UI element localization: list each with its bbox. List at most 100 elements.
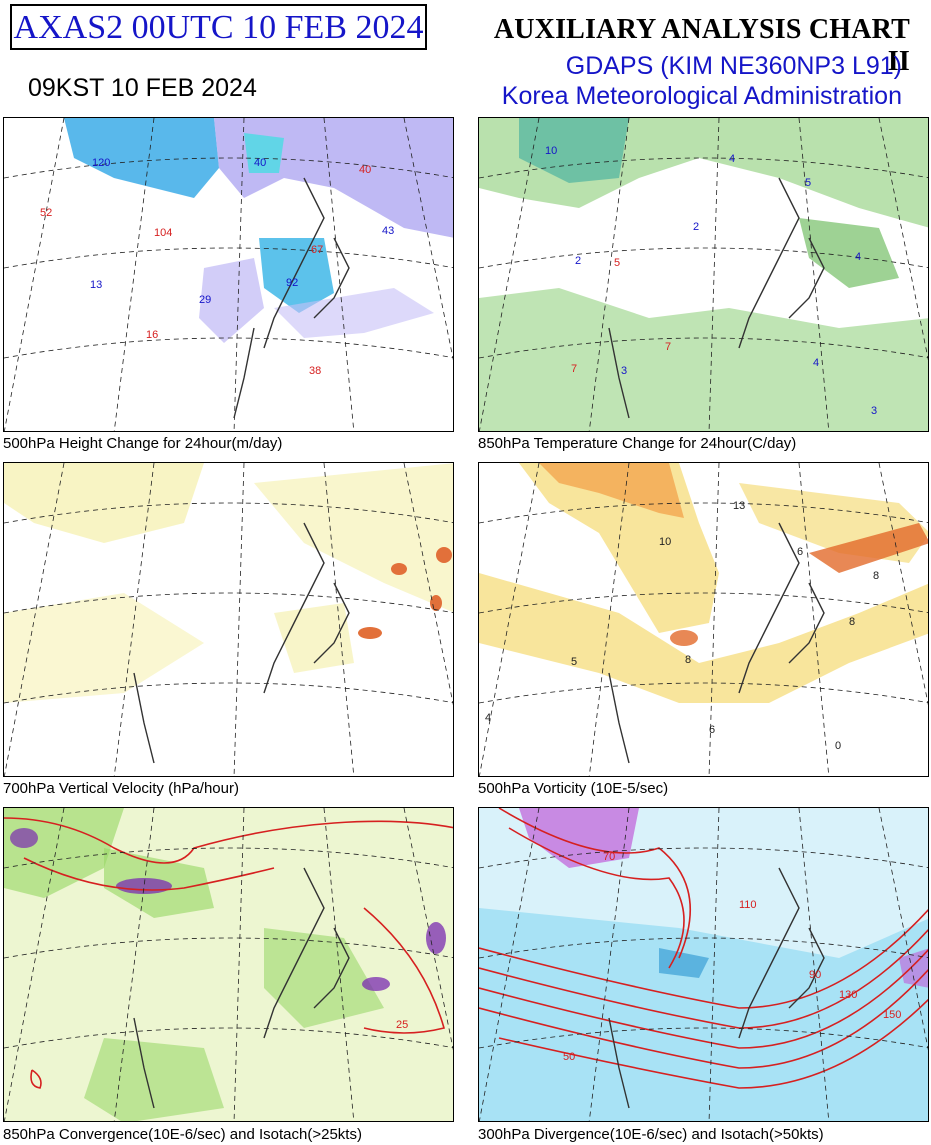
convergence-core-2: [362, 977, 390, 991]
svg-text:13: 13: [90, 279, 102, 291]
svg-text:92: 92: [286, 277, 298, 289]
svg-text:6: 6: [797, 546, 803, 558]
svg-text:2: 2: [575, 255, 581, 267]
height-fall-center: [244, 133, 284, 173]
caption-divergence: 300hPa Divergence(10E-6/sec) and Isotach…: [478, 1126, 824, 1143]
height-fall-area: [64, 118, 219, 198]
map-panel-850hpa-temperature-change: 10 4 5 2 2 5 7 3 4 4 7 3: [478, 117, 929, 432]
isotach-contours: [4, 817, 453, 1089]
svg-text:70: 70: [603, 851, 615, 863]
isotach-contours: [479, 808, 928, 1089]
isotach-label: 25: [396, 1019, 408, 1031]
coastline: [608, 177, 825, 419]
svg-text:43: 43: [382, 225, 394, 237]
convergence-area-1: [4, 808, 124, 898]
temp-change-area-south: [479, 288, 928, 431]
map-panel-500hpa-height-change: 120 52 104 13 29 16 92 38 40 43 67 40: [3, 117, 454, 432]
svg-text:110: 110: [739, 899, 757, 911]
map-panel-850hpa-convergence: 25: [3, 807, 454, 1122]
coastline: [233, 177, 350, 419]
vorticity-band-south: [479, 573, 928, 703]
chart-title: AUXILIARY ANALYSIS CHART II: [493, 14, 910, 77]
vorticity-max-north: [539, 463, 684, 518]
caption-vertical-velocity: 700hPa Vertical Velocity (hPa/hour): [3, 780, 239, 797]
svg-text:10: 10: [545, 145, 557, 157]
vertical-velocity-map: [4, 463, 453, 776]
coastline: [133, 522, 350, 764]
coastline: [608, 522, 825, 764]
isotach-labels: 50 70 110 90 130 150: [563, 851, 901, 1063]
divergence-core-center: [659, 948, 709, 978]
divergence-core-north: [519, 808, 639, 868]
contour-labels: 10 4 5 2 2 5 7 3 4 4 7 3: [545, 145, 877, 417]
contour-labels: 10 13 5 6 8 8 4 6 0 8: [485, 500, 879, 752]
map-panel-500hpa-vorticity: 10 13 5 6 8 8 4 6 0 8: [478, 462, 929, 777]
svg-text:29: 29: [199, 294, 211, 306]
temperature-change-map: 10 4 5 2 2 5 7 3 4 4 7 3: [479, 118, 928, 431]
svg-text:5: 5: [805, 177, 811, 189]
height-rise-area-3: [274, 288, 434, 338]
lat-lon-grid: [4, 118, 453, 431]
caption-height-change: 500hPa Height Change for 24hour(m/day): [3, 435, 283, 452]
caption-temperature-change: 850hPa Temperature Change for 24hour(C/d…: [478, 435, 797, 452]
svg-text:3: 3: [871, 405, 877, 417]
divergence-area-south: [479, 908, 928, 1121]
kst-time: 09KST 10 FEB 2024: [28, 74, 257, 102]
svg-text:3: 3: [621, 365, 627, 377]
lat-lon-grid: [4, 808, 453, 1121]
convergence-core-1: [116, 878, 172, 894]
svg-text:8: 8: [873, 570, 879, 582]
map-panel-700hpa-vertical-velocity: [3, 462, 454, 777]
svg-text:4: 4: [729, 153, 735, 165]
convergence-map: 25: [4, 808, 453, 1121]
svg-text:4: 4: [485, 712, 491, 724]
model-name: GDAPS (KIM NE360NP3 L91): [565, 52, 902, 80]
caption-vorticity: 500hPa Vorticity (10E-5/sec): [478, 780, 669, 797]
svg-text:150: 150: [883, 1009, 901, 1021]
vorticity-map: 10 13 5 6 8 8 4 6 0 8: [479, 463, 928, 776]
caption-convergence: 850hPa Convergence(10E-6/sec) and Isotac…: [3, 1126, 362, 1143]
svg-text:67: 67: [311, 244, 323, 256]
svg-text:40: 40: [254, 157, 266, 169]
vorticity-max-east: [809, 523, 928, 573]
vertical-velocity-area-1: [4, 463, 204, 543]
svg-text:4: 4: [855, 251, 861, 263]
svg-text:104: 104: [154, 227, 172, 239]
svg-text:7: 7: [571, 363, 577, 375]
svg-text:120: 120: [92, 157, 110, 169]
svg-text:16: 16: [146, 329, 158, 341]
svg-text:5: 5: [571, 656, 577, 668]
svg-text:6: 6: [709, 724, 715, 736]
contour-labels: 120 52 104 13 29 16 92 38 40 43 67 40: [40, 157, 394, 377]
convergence-core-4: [10, 828, 38, 848]
chart-code-box: AXAS2 00UTC 10 FEB 2024: [10, 4, 427, 50]
svg-text:4: 4: [813, 357, 819, 369]
svg-text:40: 40: [359, 164, 371, 176]
height-fall-korea: [259, 238, 334, 313]
svg-text:8: 8: [685, 654, 691, 666]
svg-text:50: 50: [563, 1051, 575, 1063]
lat-lon-grid: [4, 463, 453, 776]
vertical-velocity-core-2: [391, 563, 407, 575]
divergence-map: 50 70 110 90 130 150: [479, 808, 928, 1121]
temp-change-area-east: [799, 218, 899, 288]
svg-text:130: 130: [839, 989, 857, 1001]
svg-text:5: 5: [614, 257, 620, 269]
coastline: [608, 867, 825, 1109]
svg-text:7: 7: [665, 341, 671, 353]
chart-code: AXAS2 00UTC 10 FEB 2024: [13, 9, 424, 46]
svg-text:38: 38: [309, 365, 321, 377]
lat-lon-grid: [479, 118, 928, 431]
height-change-map: 120 52 104 13 29 16 92 38 40 43 67 40: [4, 118, 453, 431]
vertical-velocity-area-4: [274, 603, 354, 673]
convergence-area-3: [264, 928, 384, 1028]
svg-text:13: 13: [733, 500, 745, 512]
vertical-velocity-area-3: [4, 593, 204, 703]
convergence-core-3: [426, 922, 446, 954]
temp-change-area-north: [479, 118, 928, 228]
map-panel-300hpa-divergence: 50 70 110 90 130 150: [478, 807, 929, 1122]
vertical-velocity-area-2: [254, 463, 453, 613]
agency-name: Korea Meteorological Administration: [501, 82, 902, 110]
vorticity-core: [670, 630, 698, 646]
svg-text:10: 10: [659, 536, 671, 548]
